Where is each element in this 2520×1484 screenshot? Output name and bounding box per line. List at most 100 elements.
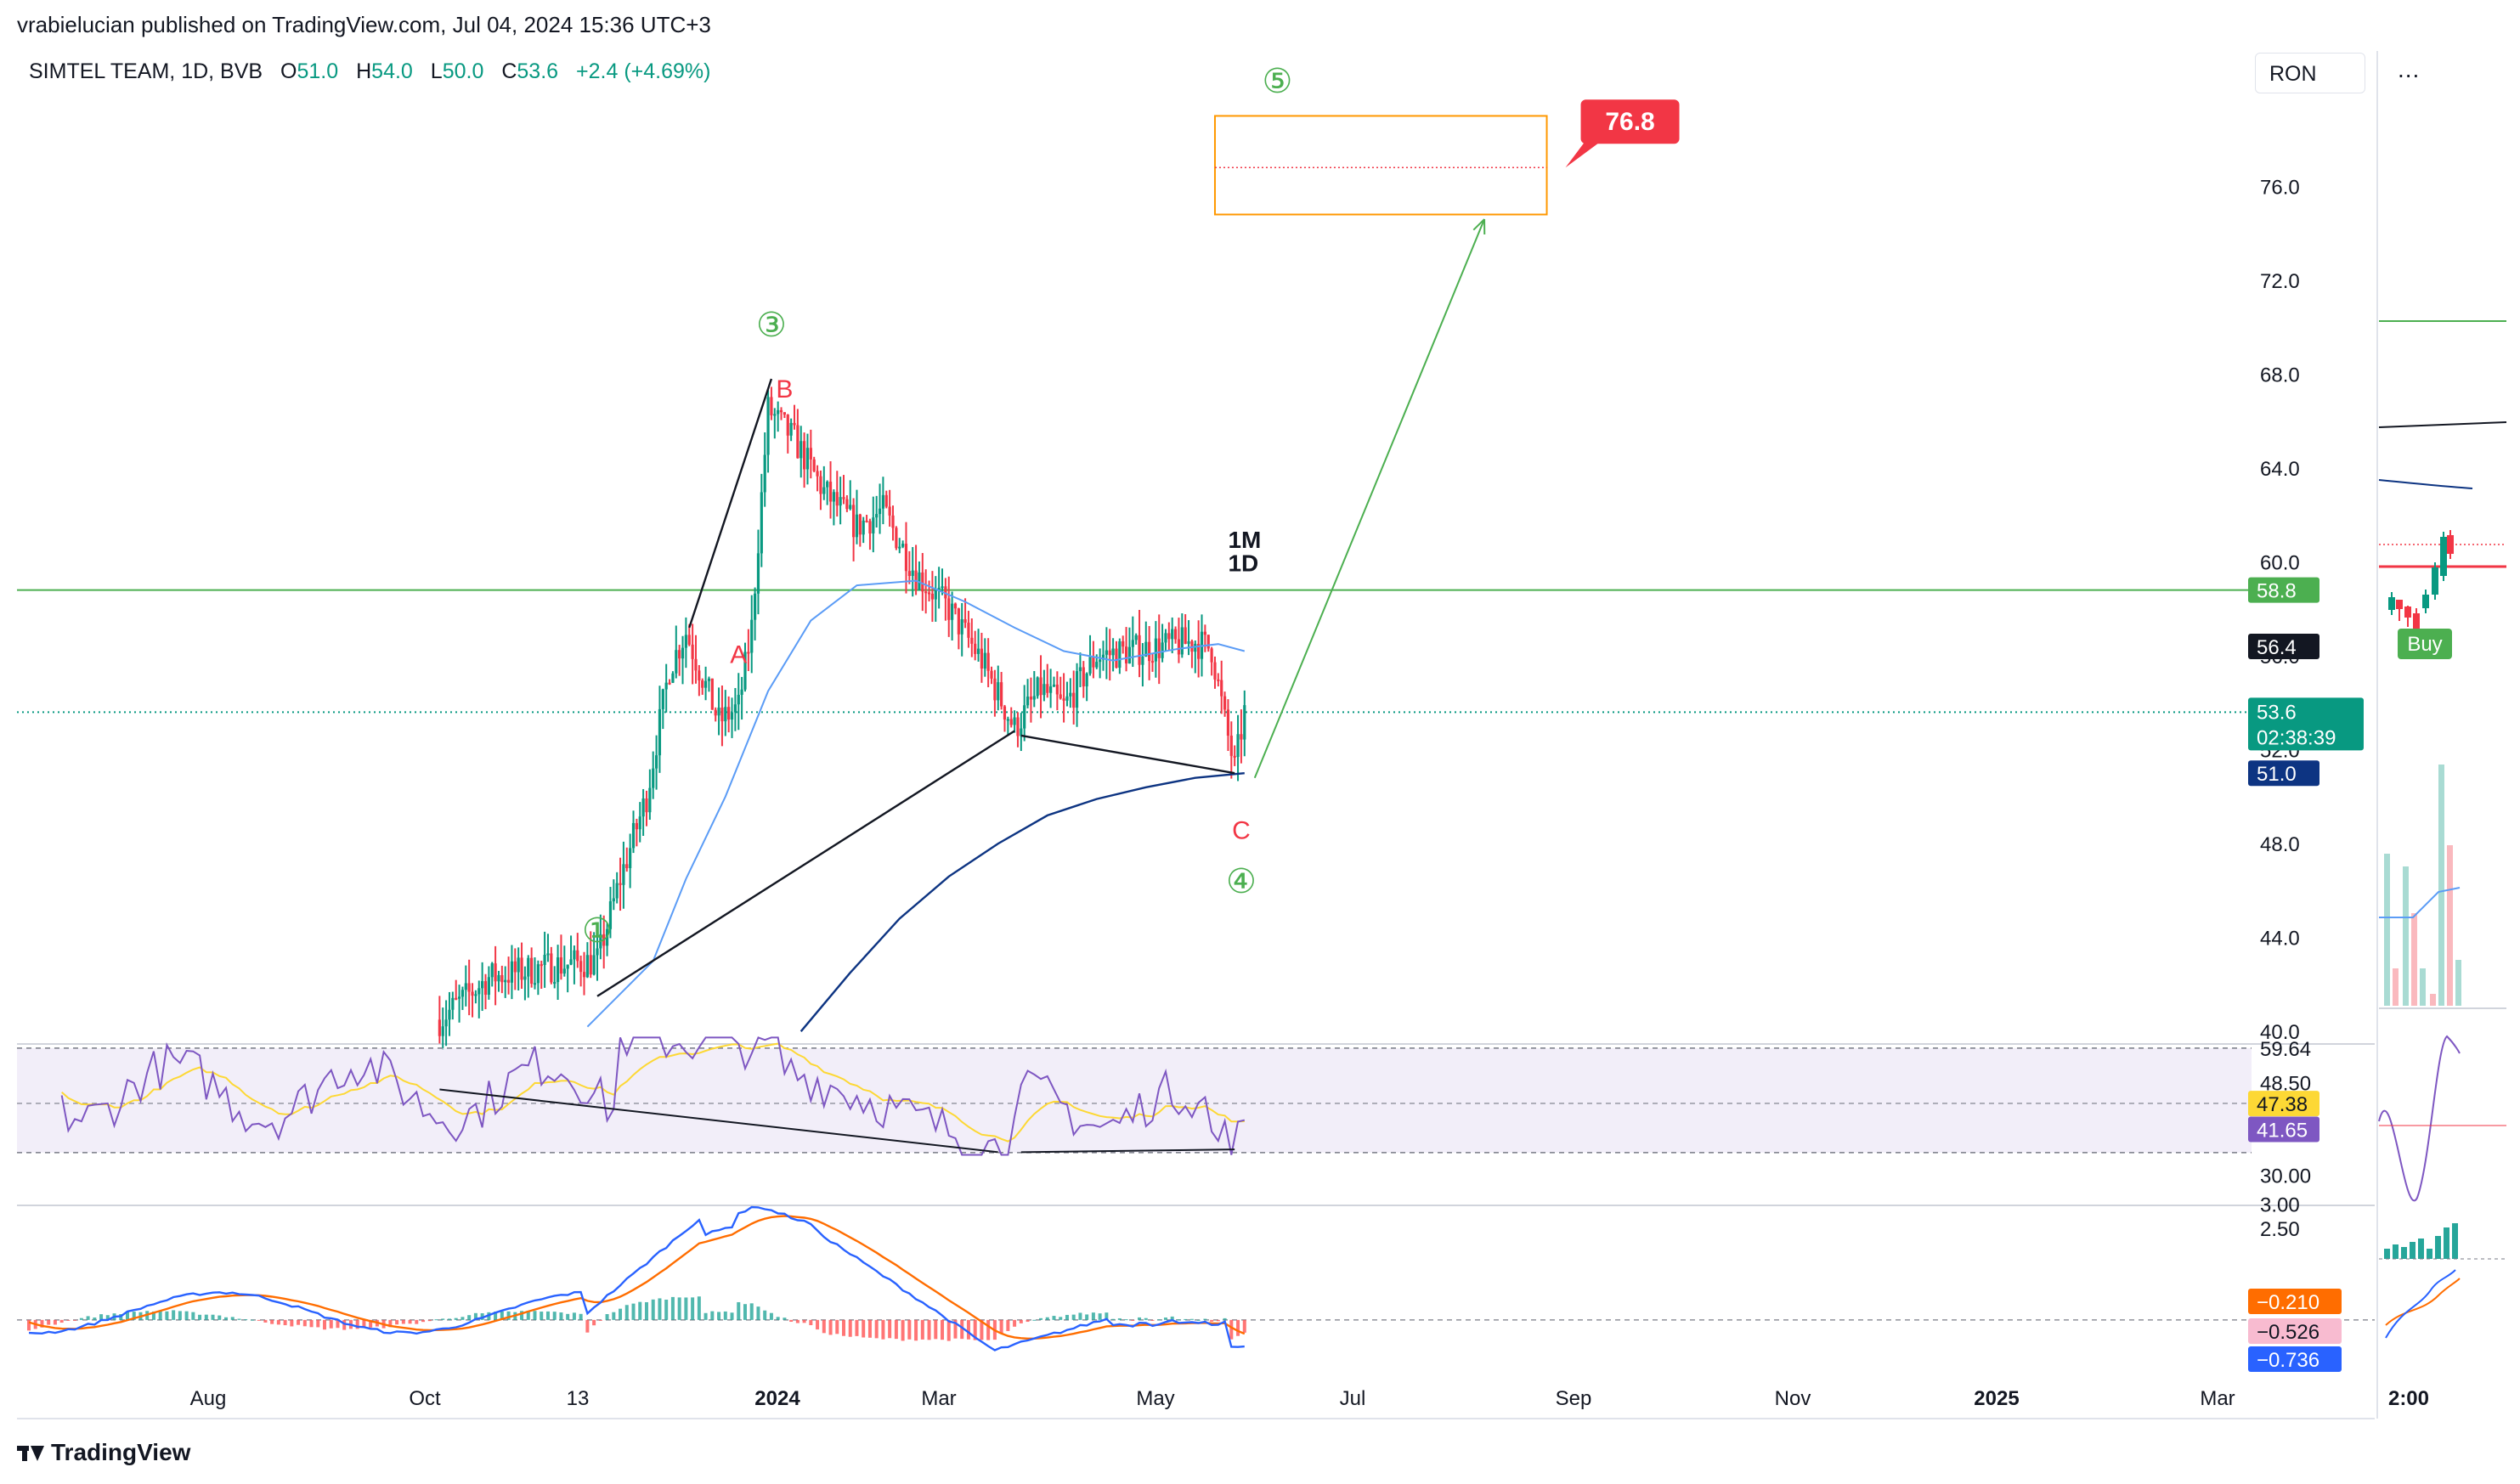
macd-histogram-bar <box>1144 1318 1148 1320</box>
candle-body <box>513 961 517 973</box>
candle-body <box>504 979 507 983</box>
macd-histogram-bar <box>1059 1317 1063 1320</box>
candle-body <box>1243 705 1246 740</box>
high-value: 54.0 <box>371 59 413 83</box>
candle-body <box>835 492 839 506</box>
macd-histogram-bar <box>631 1303 636 1320</box>
candle-body <box>974 643 977 654</box>
candle-body <box>1092 657 1095 668</box>
candle-body <box>1124 646 1128 663</box>
macd-histogram-bar <box>1150 1319 1155 1321</box>
macd-histogram-bar <box>651 1299 655 1320</box>
elliott-wave-label: ⑤ <box>1263 63 1293 100</box>
candle-body <box>562 968 566 974</box>
macd-value-badge-bg <box>2248 1318 2342 1344</box>
candle-body <box>589 955 592 975</box>
candle-body <box>629 848 632 869</box>
macd-histogram-bar <box>79 1318 83 1320</box>
more-menu-icon[interactable]: ... <box>2398 56 2421 82</box>
macd-histogram-bar <box>1170 1316 1174 1320</box>
candle-body <box>566 964 569 969</box>
macd-histogram-bar <box>953 1319 958 1339</box>
candle-body <box>1049 686 1053 693</box>
candle-body <box>760 492 763 554</box>
candle-body <box>701 680 704 688</box>
correction-wave-label: A <box>730 640 747 669</box>
time-axis-tick-label: 2025 <box>1974 1387 2019 1410</box>
macd-histogram-bar <box>1210 1319 1214 1322</box>
macd-histogram-bar <box>460 1317 465 1320</box>
macd-histogram-bar <box>66 1319 71 1321</box>
macd-histogram-bar <box>257 1319 261 1321</box>
candle-body <box>1101 654 1105 660</box>
elliott-wave-label: ① <box>582 912 613 950</box>
candle-body <box>569 959 573 965</box>
macd-histogram-bar <box>624 1305 629 1320</box>
candle-body <box>1078 667 1082 672</box>
macd-histogram-bar <box>1236 1319 1240 1336</box>
macd-histogram-bar <box>395 1319 399 1325</box>
candle-body <box>1095 662 1099 668</box>
candle-body <box>911 570 914 577</box>
candle-body <box>901 544 905 547</box>
macd-histogram-bar <box>835 1319 839 1334</box>
macd-histogram-bar <box>966 1319 970 1340</box>
macd-histogram-bar <box>263 1319 268 1323</box>
symbol-name[interactable]: SIMTEL TEAM, 1D, BVB <box>29 59 263 83</box>
last-price-badge: 53.6 <box>2257 701 2297 724</box>
candle-body <box>477 988 481 995</box>
candle-body <box>1164 633 1167 643</box>
macd-histogram-bar <box>1085 1314 1089 1320</box>
macd-histogram-bar <box>1013 1319 1017 1327</box>
macd-histogram-bar <box>1045 1317 1049 1320</box>
candle-body <box>703 680 708 688</box>
open-label: O <box>280 59 297 83</box>
candle-body <box>868 521 872 534</box>
macd-histogram-bar <box>795 1319 800 1323</box>
candle-body <box>960 619 963 635</box>
candles-group <box>438 387 1246 1050</box>
candle-body <box>858 514 862 535</box>
rsi-ma-badge-bg <box>2248 1091 2319 1117</box>
candle-body <box>691 644 694 659</box>
candle-body <box>983 652 986 669</box>
macd-histogram-bar <box>297 1319 301 1325</box>
candle-body <box>1099 659 1102 663</box>
macd-histogram-bar <box>1071 1314 1076 1320</box>
macd-histogram-bar <box>946 1319 951 1341</box>
candle-body <box>592 955 596 975</box>
macd-histogram-bar <box>316 1319 320 1328</box>
macd-histogram-bar <box>862 1319 866 1338</box>
candle-body <box>687 635 691 645</box>
macd-value-badge: −0.526 <box>2257 1321 2319 1344</box>
macd-histogram-bar <box>572 1312 576 1320</box>
candle-body <box>596 948 599 956</box>
candle-body <box>605 928 609 946</box>
candle-body <box>599 934 602 949</box>
side-volume-ma <box>2379 887 2461 918</box>
candle-body <box>1088 657 1092 674</box>
macd-histogram-bar <box>323 1319 327 1330</box>
side-candle-body <box>2432 567 2438 595</box>
candle-body <box>487 977 490 996</box>
macd-histogram-bar <box>47 1319 51 1325</box>
macd-histogram-bar <box>697 1296 701 1320</box>
candle-body <box>714 709 717 716</box>
candle-body <box>631 822 636 849</box>
candle-body <box>724 707 727 722</box>
candle-body <box>536 964 540 984</box>
candle-body <box>777 409 780 415</box>
macd-histogram-bar <box>408 1319 412 1324</box>
rsi-divergence-line <box>439 1088 998 1154</box>
macd-value-badge-bg <box>2248 1346 2342 1372</box>
macd-histogram-bar <box>1203 1318 1207 1320</box>
currency-button[interactable]: RON <box>2255 53 2365 93</box>
tradingview-logo[interactable]: TradingView <box>17 1439 190 1466</box>
candle-body <box>506 979 511 983</box>
macd-histogram-bar <box>224 1317 229 1320</box>
candle-body <box>1220 680 1223 697</box>
side-candle-body <box>2422 595 2429 608</box>
candle-body <box>664 682 668 690</box>
